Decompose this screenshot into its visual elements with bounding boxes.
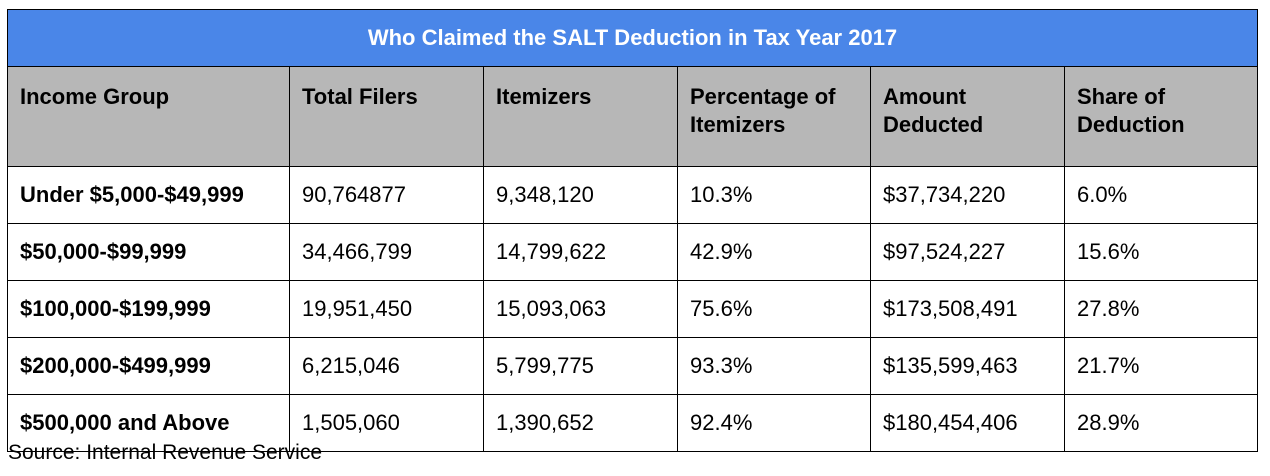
income-group-cell: $500,000 and Above	[7, 394, 290, 452]
column-header-itemizers: Itemizers	[483, 66, 678, 167]
total-filers-cell: 19,951,450	[289, 280, 484, 338]
share-of-deduction-cell: 21.7%	[1064, 337, 1258, 395]
column-header-income-group: Income Group	[7, 66, 290, 167]
total-filers-cell: 34,466,799	[289, 223, 484, 281]
salt-deduction-table: Who Claimed the SALT Deduction in Tax Ye…	[7, 9, 1258, 452]
total-filers-cell: 1,505,060	[289, 394, 484, 452]
percentage-itemizers-cell: 92.4%	[677, 394, 871, 452]
income-group-cell: $100,000-$199,999	[7, 280, 290, 338]
itemizers-cell: 5,799,775	[483, 337, 678, 395]
table-row: $200,000-$499,999 6,215,046 5,799,775 93…	[7, 337, 1258, 395]
source-note: Source: Internal Revenue Service	[8, 441, 323, 464]
percentage-itemizers-cell: 10.3%	[677, 166, 871, 224]
income-group-cell: $200,000-$499,999	[7, 337, 290, 395]
percentage-itemizers-cell: 42.9%	[677, 223, 871, 281]
itemizers-cell: 15,093,063	[483, 280, 678, 338]
itemizers-cell: 1,390,652	[483, 394, 678, 452]
amount-deducted-cell: $37,734,220	[870, 166, 1065, 224]
column-header-total-filers: Total Filers	[289, 66, 484, 167]
column-header-amount-deducted: Amount Deducted	[870, 66, 1065, 167]
column-header-percentage-itemizers: Percentage of Itemizers	[677, 66, 871, 167]
table-row: Under $5,000-$49,999 90,764877 9,348,120…	[7, 166, 1258, 224]
table-row: $100,000-$199,999 19,951,450 15,093,063 …	[7, 280, 1258, 338]
income-group-cell: $50,000-$99,999	[7, 223, 290, 281]
total-filers-cell: 6,215,046	[289, 337, 484, 395]
share-of-deduction-cell: 28.9%	[1064, 394, 1258, 452]
amount-deducted-cell: $180,454,406	[870, 394, 1065, 452]
column-header-share-of-deduction: Share of Deduction	[1064, 66, 1258, 167]
table-row: $500,000 and Above 1,505,060 1,390,652 9…	[7, 394, 1258, 452]
percentage-itemizers-cell: 93.3%	[677, 337, 871, 395]
title-row: Who Claimed the SALT Deduction in Tax Ye…	[7, 9, 1258, 67]
table-row: $50,000-$99,999 34,466,799 14,799,622 42…	[7, 223, 1258, 281]
header-row: Income Group Total Filers Itemizers Perc…	[7, 66, 1258, 167]
share-of-deduction-cell: 27.8%	[1064, 280, 1258, 338]
share-of-deduction-cell: 15.6%	[1064, 223, 1258, 281]
itemizers-cell: 14,799,622	[483, 223, 678, 281]
income-group-cell: Under $5,000-$49,999	[7, 166, 290, 224]
total-filers-cell: 90,764877	[289, 166, 484, 224]
itemizers-cell: 9,348,120	[483, 166, 678, 224]
table-title: Who Claimed the SALT Deduction in Tax Ye…	[7, 9, 1258, 67]
amount-deducted-cell: $135,599,463	[870, 337, 1065, 395]
share-of-deduction-cell: 6.0%	[1064, 166, 1258, 224]
amount-deducted-cell: $97,524,227	[870, 223, 1065, 281]
percentage-itemizers-cell: 75.6%	[677, 280, 871, 338]
amount-deducted-cell: $173,508,491	[870, 280, 1065, 338]
